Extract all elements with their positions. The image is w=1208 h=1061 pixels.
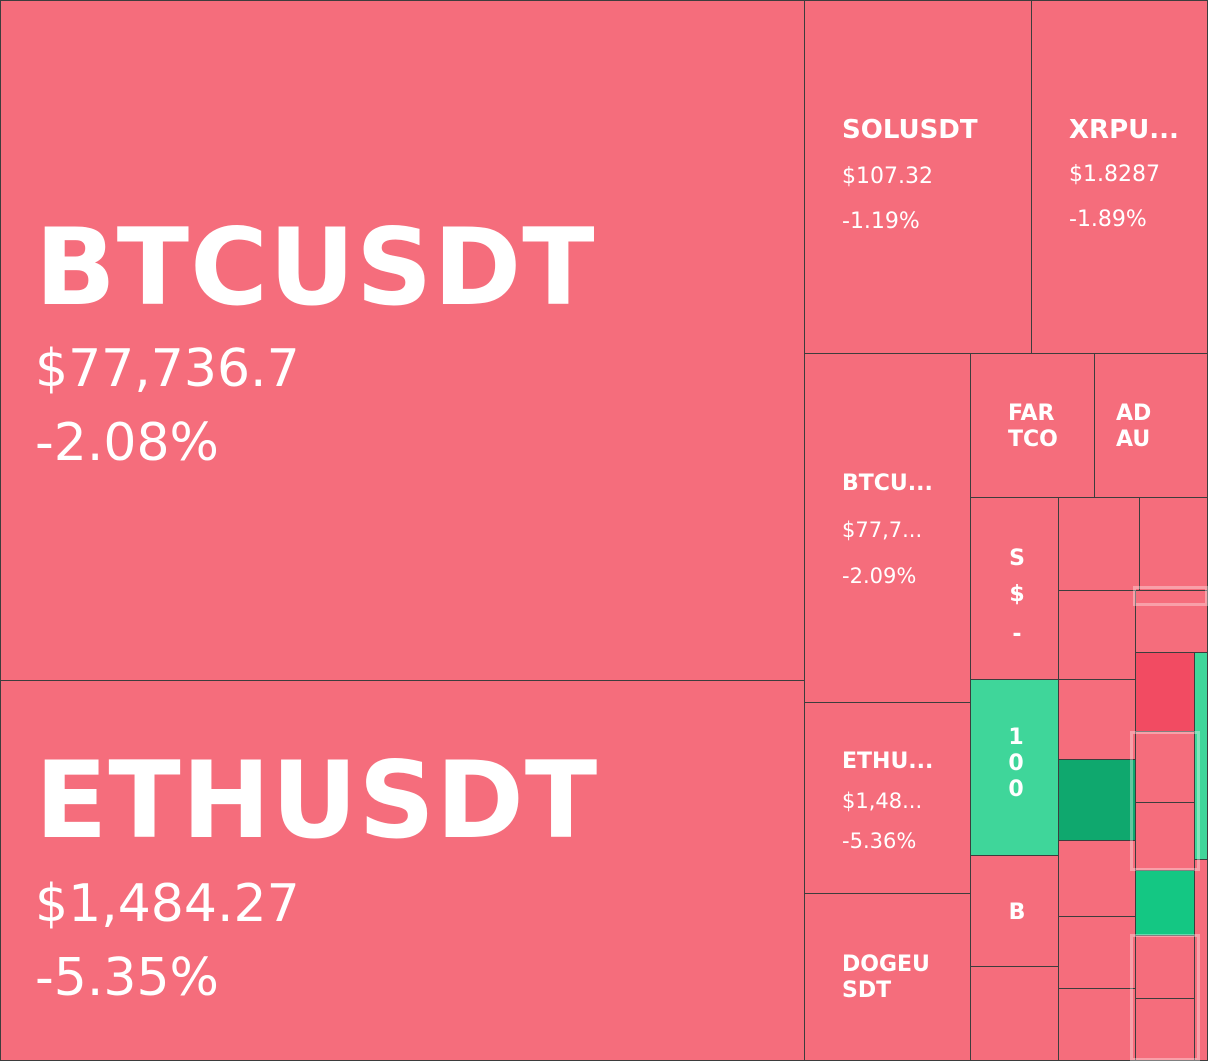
tile-change: -2.09%: [842, 564, 917, 588]
tile-unlabeled[interactable]: [1058, 590, 1136, 680]
tile-clip: B: [971, 856, 1058, 928]
overlay-outline: [1133, 586, 1208, 606]
tile-unlabeled[interactable]: [970, 966, 1059, 1061]
tile-clip: 100: [971, 680, 1058, 812]
tile-change: -2.08%: [35, 413, 219, 473]
tile-price: $77,7...: [842, 518, 923, 542]
tile-symbol: S: [1009, 546, 1025, 571]
tile-change: -: [1012, 622, 1022, 647]
tile-change: -5.35%: [35, 948, 219, 1008]
tile-btcu-2[interactable]: BTCU... $77,7... -2.09%: [804, 353, 971, 703]
tile-price: $77,736.7: [35, 339, 300, 399]
tile-unlabeled[interactable]: [1058, 840, 1136, 917]
tile-symbol: BTCUSDT: [35, 206, 596, 329]
tile-clip: $1,48... -5.36%: [805, 703, 970, 853]
tile-solusdt[interactable]: SOLUSDT $107.32 -1.19%: [804, 0, 1032, 354]
overlay-outline: [1130, 731, 1200, 871]
tile-unlabeled[interactable]: [1135, 590, 1208, 653]
tile-price: $107.32: [842, 164, 933, 189]
tile-unlabeled[interactable]: [1058, 916, 1136, 989]
tile-clip: S $ -: [971, 498, 1058, 648]
tile-unlabeled[interactable]: [1058, 497, 1140, 591]
tile-symbol: ETHUSDT: [35, 739, 599, 862]
overlay-outline: [1130, 934, 1200, 1061]
tile-symbol: SOLUSDT: [842, 115, 978, 145]
tile-b[interactable]: B: [970, 855, 1059, 967]
tile-xrpusdt[interactable]: XRPU... $1.8287 -1.89%: [1031, 0, 1208, 354]
tile-dogeusdt[interactable]: DOGEU SDT: [804, 893, 971, 1061]
tile-unlabeled[interactable]: [1139, 497, 1208, 591]
tile-unlabeled[interactable]: [1058, 988, 1136, 1061]
tile-symbol: B: [1008, 900, 1026, 925]
tile-symbol: AD AU: [1116, 401, 1152, 452]
tile-symbol: FAR TCO: [1008, 401, 1058, 452]
tile-symbol: ETHU...: [842, 749, 934, 774]
tile-symbol: 100: [1008, 725, 1024, 802]
tile-unlabeled[interactable]: [1058, 679, 1136, 760]
tile-price: $1,484.27: [35, 874, 300, 934]
tile-s[interactable]: S $ -: [970, 497, 1059, 680]
tile-change: -1.19%: [842, 209, 920, 234]
tile-unlabeled[interactable]: [1058, 759, 1136, 841]
tile-ethu-2[interactable]: ETHU... $1,48... -5.36%: [804, 702, 971, 894]
tile-adau[interactable]: AD AU: [1094, 353, 1208, 498]
tile-price: $: [1009, 582, 1025, 607]
tile-unlabeled[interactable]: [1135, 802, 1195, 871]
tile-btcusdt[interactable]: BTCUSDT $77,736.7 -2.08%: [0, 0, 805, 681]
tile-symbol: XRPU...: [1069, 115, 1179, 145]
tile-ethusdt[interactable]: ETHUSDT $1,484.27 -5.35%: [0, 680, 805, 1061]
tile-unlabeled[interactable]: [1135, 652, 1195, 732]
tile-fartco[interactable]: FAR TCO: [970, 353, 1095, 498]
tile-unlabeled[interactable]: [1135, 731, 1195, 803]
tile-green-100[interactable]: 100: [970, 679, 1059, 856]
tile-unlabeled[interactable]: [1135, 870, 1195, 936]
tile-change: -1.89%: [1069, 207, 1147, 232]
tile-price: $1,48...: [842, 789, 923, 813]
tile-symbol: DOGEU SDT: [842, 952, 930, 1003]
tile-price: $1.8287: [1069, 162, 1160, 187]
tile-symbol: BTCU...: [842, 471, 933, 496]
tile-change: -5.36%: [842, 829, 917, 853]
tile-unlabeled[interactable]: [1135, 935, 1195, 999]
